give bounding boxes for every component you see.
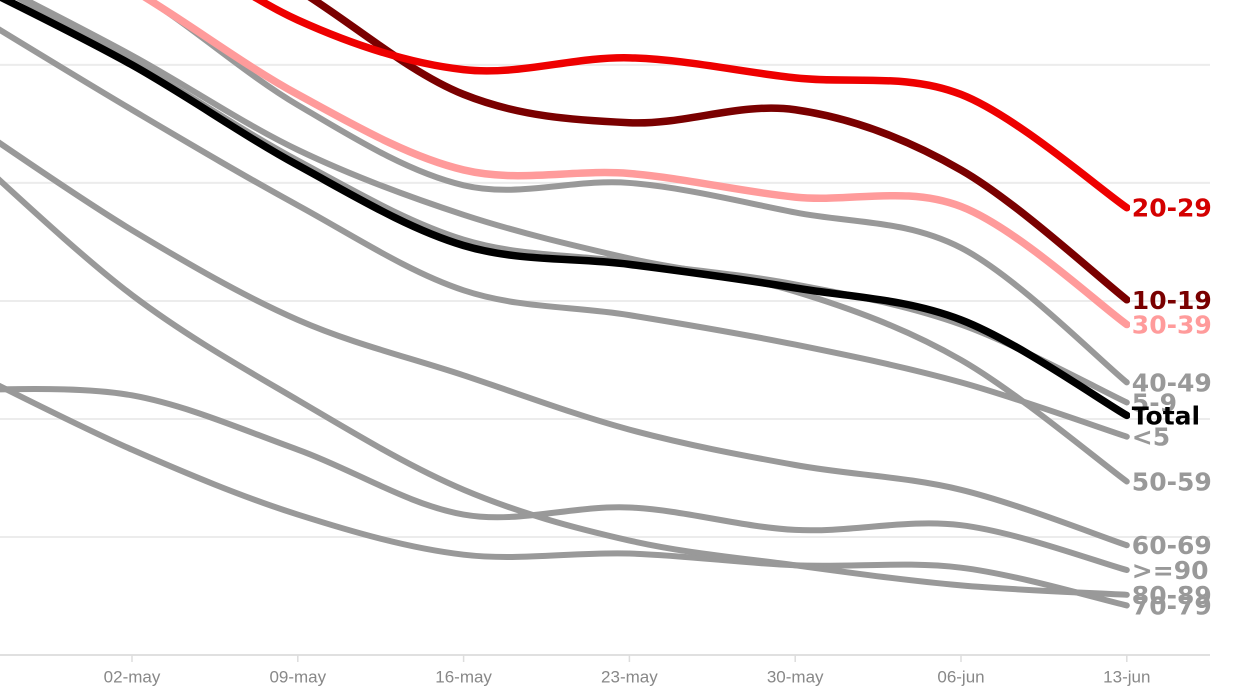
series-label: 80-89: [1132, 581, 1212, 610]
series-label: 5-9: [1132, 388, 1177, 417]
series-label: 50-59: [1132, 468, 1212, 497]
lines: [0, 0, 1130, 609]
series-line: [252, 0, 1130, 212]
series-label: 30-39: [1132, 311, 1212, 340]
series-label: <5: [1132, 423, 1170, 452]
x-tick-label: 16-may: [435, 667, 492, 686]
series-label: 60-69: [1132, 531, 1212, 560]
series-label: 20-29: [1132, 194, 1212, 223]
x-tick-label: 09-may: [269, 667, 326, 686]
series-label: 10-19: [1132, 286, 1212, 315]
x-tick-label: 13-jun: [1103, 667, 1150, 686]
series-line: [0, 139, 1130, 549]
series-label: Total: [1132, 401, 1200, 430]
series-line: [0, 382, 1130, 609]
series-line: [0, 176, 1130, 598]
series-label: 40-49: [1132, 368, 1212, 397]
series-label: >=90: [1132, 556, 1209, 585]
series-line: [0, 386, 1130, 574]
series-line: [19, 0, 1130, 485]
series-line: [0, 0, 1130, 420]
grid: 02-may 09-may 16-may 23-may 30-may 06-jun 13-j…: [0, 63, 1210, 686]
x-tick-label: 30-may: [767, 667, 824, 686]
x-tick-label: 02-may: [104, 667, 161, 686]
series-line: [142, 0, 1130, 329]
series-line: [307, 0, 1130, 304]
series-line: [0, 26, 1130, 440]
x-tick-label: 23-may: [601, 667, 658, 686]
x-tick-label: 06-jun: [937, 667, 984, 686]
series-label: 70-79: [1132, 591, 1212, 620]
